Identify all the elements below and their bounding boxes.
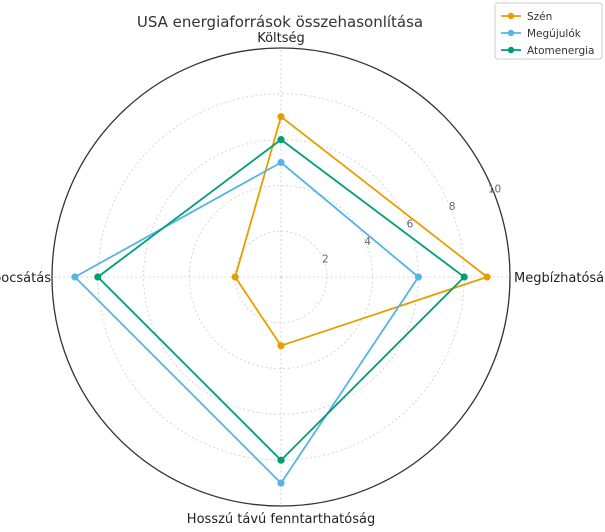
data-point [460,273,468,281]
r-tick-label: 6 [407,218,414,230]
chart-series [71,113,491,487]
r-tick-label: 8 [449,201,456,213]
data-point [277,136,285,144]
r-tick-label: 4 [364,236,371,248]
legend-label: Megújulók [527,28,582,40]
legend-label: Szén [527,11,552,23]
chart-title: USA energiaforrások összehasonlítása [137,13,423,31]
series-line [74,161,420,485]
data-point [414,273,422,281]
data-point [71,273,79,281]
legend-marker [507,29,515,37]
data-point [277,342,285,350]
legend-marker [507,46,515,54]
legend-box [494,2,603,60]
data-point [483,273,491,281]
axis-label: Költség [257,31,305,46]
axis-label: Megbízhatóság [514,271,605,286]
axis-labels: Megbízhatóság Költség Kibocsátás Hosszú táv… [0,31,605,527]
data-point [94,273,102,281]
data-point [231,273,239,281]
r-tick-label: 10 [488,183,501,195]
outer-frame [51,47,511,507]
legend-marker [507,12,515,20]
legend-label: Atomenergia [527,45,595,57]
data-point [277,158,285,167]
series-line [234,115,489,347]
axis-label: Hosszú távú fenntarthatóság [187,512,375,527]
data-point [277,479,285,487]
r-tick-label: 2 [322,253,329,265]
axis-label: Kibocsátás [0,271,51,286]
legend: Szén Megújulók Atomenergia [494,2,603,60]
data-point [277,456,285,464]
data-point [277,113,285,121]
